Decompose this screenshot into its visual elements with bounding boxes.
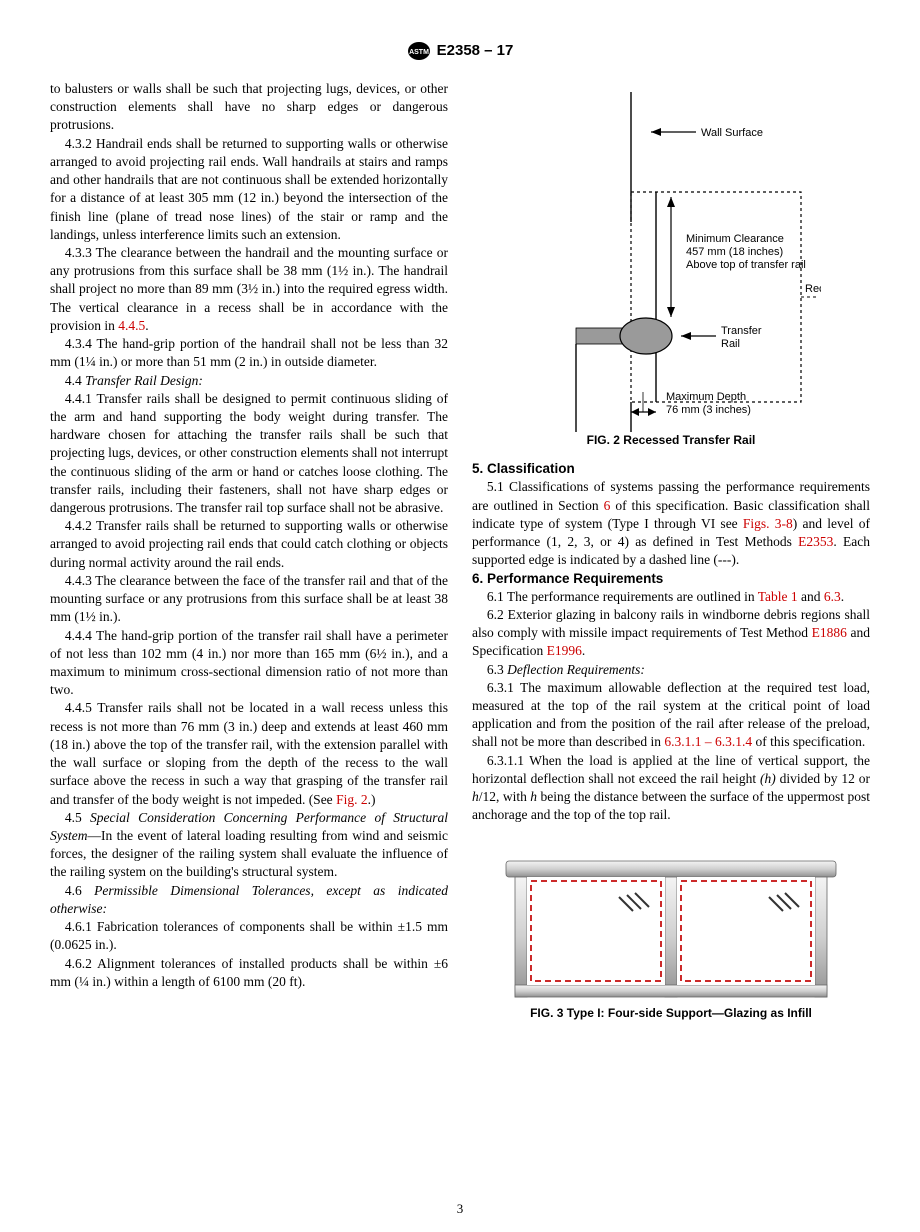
ref-table-1: Table 1	[758, 589, 798, 604]
fig2-recess-label: Recess	[805, 283, 821, 295]
fig2-caption: FIG. 2 Recessed Transfer Rail	[472, 432, 870, 448]
ref-figs-3-8: Figs. 3-8	[743, 516, 793, 531]
para-4-4-1: 4.4.1 Transfer rails shall be designed t…	[50, 390, 448, 518]
ref-e1996: E1996	[547, 643, 582, 658]
para-4-6-1: 4.6.1 Fabrication tolerances of componen…	[50, 918, 448, 954]
para-4-3-3: 4.3.3 The clearance between the handrail…	[50, 244, 448, 335]
designation: E2358 – 17	[437, 41, 514, 61]
para-4-4-5: 4.4.5 Transfer rails shall not be locate…	[50, 699, 448, 808]
ref-fig-2: Fig. 2	[336, 792, 368, 807]
fig3-caption: FIG. 3 Type I: Four-side Support—Glazing…	[472, 1005, 870, 1021]
svg-text:ASTM: ASTM	[409, 49, 429, 56]
para-6-1: 6.1 The performance requirements are out…	[472, 588, 870, 606]
subhead-4-6: 4.6 Permissible Dimensional Tolerances, …	[50, 882, 448, 918]
section-6-head: 6. Performance Requirements	[472, 570, 870, 588]
fig2-transfer-l1: Transfer	[721, 325, 762, 337]
fig2-depth-l1: Maximum Depth	[666, 391, 746, 403]
ref-4-4-5: 4.4.5	[118, 318, 145, 333]
ref-e1886: E1886	[812, 625, 847, 640]
ref-6-3: 6.3	[824, 589, 841, 604]
para-4-3-2: 4.3.2 Handrail ends shall be returned to…	[50, 135, 448, 244]
section-5-head: 5. Classification	[472, 460, 870, 478]
para-4-4-3: 4.4.3 The clearance between the face of …	[50, 572, 448, 627]
subhead-6-3: 6.3 Deflection Requirements:	[472, 661, 870, 679]
para-6-2: 6.2 Exterior glazing in balcony rails in…	[472, 606, 870, 661]
fig2-clearance-l2: 457 mm (18 inches)	[686, 246, 783, 258]
para-6-3-1: 6.3.1 The maximum allowable deflection a…	[472, 679, 870, 752]
figure-3: FIG. 3 Type I: Four-side Support—Glazing…	[472, 855, 870, 1021]
page-number: 3	[0, 1200, 920, 1218]
fig2-clearance-l3: Above top of transfer rail	[686, 259, 806, 271]
figure-2: Wall Surface Minimum Clearance 457 mm (1…	[472, 92, 870, 448]
fig2-transfer-l2: Rail	[721, 338, 740, 350]
para-4-4-4: 4.4.4 The hand-grip portion of the trans…	[50, 627, 448, 700]
para-4-3-4: 4.3.4 The hand-grip portion of the handr…	[50, 335, 448, 371]
para-4-4-2: 4.4.2 Transfer rails shall be returned t…	[50, 517, 448, 572]
fig2-clearance-l1: Minimum Clearance	[686, 233, 784, 245]
subhead-4-5: 4.5 Special Consideration Concerning Per…	[50, 809, 448, 882]
para-6-3-1-1: 6.3.1.1 When the load is applied at the …	[472, 752, 870, 825]
para-5-1: 5.1 Classifications of systems passing t…	[472, 478, 870, 569]
astm-logo: ASTM	[407, 40, 431, 62]
subhead-4-4: 4.4 Transfer Rail Design:	[50, 372, 448, 390]
ref-e2353: E2353	[798, 534, 833, 549]
para-4-6-2: 4.6.2 Alignment tolerances of installed …	[50, 955, 448, 991]
fig2-wall-surface: Wall Surface	[701, 127, 763, 139]
page-header: ASTM E2358 – 17	[50, 40, 870, 62]
fig2-depth-l2: 76 mm (3 inches)	[666, 404, 751, 416]
ref-6-3-1-range: 6.3.1.1 – 6.3.1.4	[664, 734, 752, 749]
para-4-3-1-continued: to balusters or walls shall be such that…	[50, 80, 448, 135]
